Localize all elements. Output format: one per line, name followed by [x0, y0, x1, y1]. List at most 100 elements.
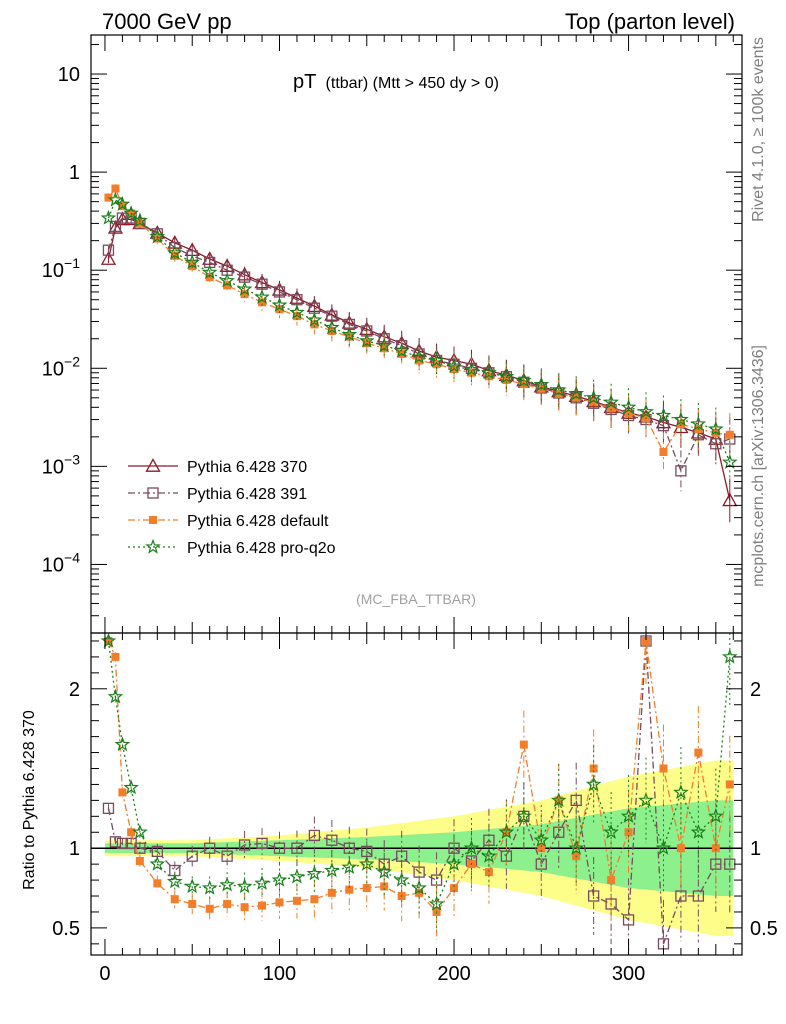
data-point — [149, 228, 166, 244]
data-point — [254, 288, 270, 304]
ratio-y-tick-label: 1 — [69, 838, 80, 860]
ratio-point — [324, 862, 340, 878]
ratio-point — [273, 842, 286, 854]
legend-marker — [147, 487, 159, 499]
data-point — [324, 319, 340, 335]
ratio-point — [463, 839, 480, 855]
data-point — [676, 420, 685, 429]
data-point — [411, 348, 427, 364]
data-point — [114, 196, 131, 211]
ratio-point — [673, 784, 689, 800]
ratio-point — [271, 871, 288, 887]
ratio-point — [219, 876, 235, 892]
data-point — [516, 372, 532, 388]
plot-title-main: pT — [293, 71, 316, 93]
plot-title: pT (ttbar) (Mtt > 450 dy > 0) — [293, 71, 499, 93]
legend-marker — [145, 458, 161, 472]
ratio-point — [107, 688, 124, 704]
mcplots-label: mcplots.cern.ch [arXiv:1306.3436] — [750, 345, 767, 587]
ratio-point — [380, 882, 389, 891]
data-point — [111, 184, 120, 193]
y-tick-label: 10−2 — [42, 353, 80, 380]
ratio-point — [428, 895, 445, 911]
ratio-y-tick-label: 2 — [69, 679, 80, 701]
ratio-point — [607, 876, 616, 885]
analysis-tag: (MC_FBA_TTBAR) — [356, 591, 476, 607]
ratio-point — [620, 808, 637, 824]
ratio-point — [605, 898, 617, 910]
data-point — [722, 492, 738, 507]
legend-label: Pythia 6.428 391 — [187, 486, 307, 503]
ratio-point — [624, 828, 633, 837]
y-tick-label: 10 — [58, 64, 80, 86]
ratio-point — [481, 847, 497, 863]
data-point — [271, 282, 288, 296]
ratio-point — [116, 837, 129, 850]
data-point — [107, 220, 124, 234]
data-point — [638, 403, 654, 419]
ratio-point — [587, 890, 600, 902]
ratio-point — [341, 859, 358, 874]
ratio-point — [690, 824, 707, 839]
ratio-point — [240, 903, 249, 912]
data-point — [202, 251, 218, 265]
data-point — [306, 311, 323, 327]
ratio-point — [638, 792, 654, 807]
data-point — [223, 281, 232, 290]
data-point — [289, 304, 305, 320]
data-point — [236, 280, 253, 296]
ratio-point — [450, 884, 459, 893]
ratio-point — [659, 764, 668, 773]
ratio-point — [135, 856, 144, 865]
ratio-series-proq2o — [100, 632, 738, 932]
data-point — [655, 407, 672, 423]
plot-title-sub: (ttbar) (Mtt > 450 dy > 0) — [326, 75, 499, 92]
ratio-point — [326, 834, 338, 846]
series-line-proq2o — [107, 199, 731, 463]
legend-entry: Pythia 6.428 default — [128, 513, 329, 530]
ratio-point — [393, 871, 410, 887]
data-point — [673, 411, 689, 427]
data-point — [624, 408, 633, 417]
data-point — [275, 305, 284, 314]
ratio-point — [238, 839, 251, 851]
ratio-point — [446, 855, 462, 871]
ratio-point — [711, 844, 720, 853]
ratio-point — [568, 839, 585, 855]
legend-label: Pythia 6.428 pro-q2o — [187, 540, 336, 557]
ratio-point — [275, 898, 284, 907]
ratio-point — [502, 828, 511, 837]
ratio-point — [310, 895, 319, 904]
ratio-point — [127, 828, 136, 837]
ratio-point — [291, 842, 303, 854]
ratio-point — [589, 764, 598, 773]
y-tick-label: 10−1 — [42, 255, 80, 282]
ratio-y-tick-label: 0.5 — [52, 918, 80, 940]
legend-label: Pythia 6.428 370 — [187, 459, 307, 476]
y-tick-label: 10−3 — [42, 451, 80, 478]
data-point — [519, 380, 528, 389]
ratio-point — [236, 878, 253, 894]
ratio-point — [519, 740, 528, 749]
header-left: 7000 GeV pp — [102, 9, 232, 34]
ratio-line-default — [107, 640, 731, 914]
data-point — [123, 205, 139, 220]
ratio-point — [109, 836, 122, 848]
data-point — [659, 448, 668, 457]
ratio-point — [537, 844, 546, 853]
data-point — [533, 376, 550, 392]
data-point — [463, 361, 480, 377]
ratio-point — [585, 776, 602, 792]
data-point — [675, 465, 687, 477]
ratio-point — [676, 844, 685, 853]
ratio-point — [345, 885, 354, 894]
x-tick-label: 0 — [99, 963, 110, 985]
data-point — [589, 398, 598, 407]
ratio-y-tick-label-right: 2 — [750, 679, 761, 701]
ratio-point — [655, 839, 672, 855]
ratio-line-proq2o — [107, 640, 731, 906]
data-point — [721, 454, 738, 470]
data-point — [446, 357, 462, 373]
ratio-point — [205, 904, 214, 913]
